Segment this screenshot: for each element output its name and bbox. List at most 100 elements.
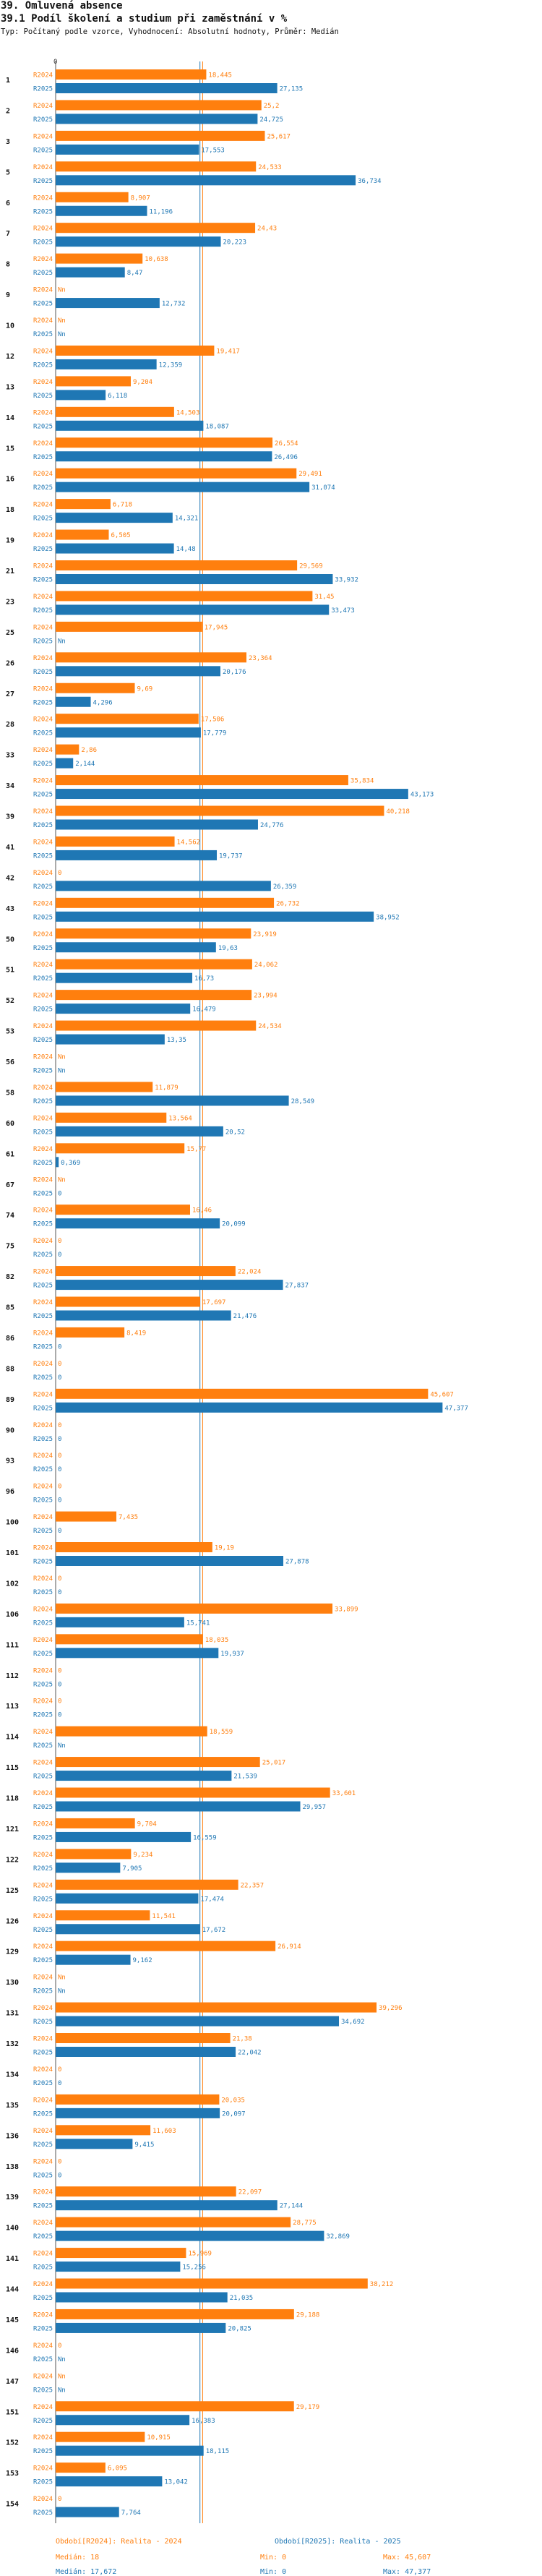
bar-r2024 (56, 714, 199, 724)
category-label: 74 (6, 1212, 14, 1220)
value-label-r2024: 21,38 (233, 2036, 252, 2043)
category-label: 90 (6, 1426, 14, 1434)
series-label-r2024: R2024 (33, 594, 53, 601)
value-label-r2025: 0 (58, 1251, 61, 1259)
series-label-r2024: R2024 (33, 778, 53, 785)
value-label-r2025: 20,52 (225, 1129, 245, 1136)
value-label-r2025: 19,737 (219, 852, 243, 860)
bar-r2025 (56, 727, 201, 738)
series-label-r2024: R2024 (33, 379, 53, 386)
bar-r2024 (56, 2431, 145, 2442)
series-label-r2025: R2025 (33, 239, 53, 247)
series-label-r2025: R2025 (33, 2172, 53, 2179)
value-label-r2024: 0 (58, 2342, 61, 2350)
category-label: 112 (6, 1672, 19, 1680)
series-label-r2024: R2024 (33, 716, 53, 724)
bar-r2025 (56, 1095, 289, 1106)
category-label: 151 (6, 2408, 19, 2416)
value-label-r2025: 28,549 (291, 1098, 315, 1105)
value-label-r2025: 0 (58, 1374, 61, 1382)
bar-r2024 (56, 2462, 106, 2473)
value-label-r2025: 31,074 (311, 484, 335, 492)
category-label: 53 (6, 1028, 14, 1036)
category-label: 60 (6, 1120, 14, 1128)
bar-r2025 (56, 2230, 324, 2241)
bar-r2024 (56, 591, 313, 602)
value-label-r2024: Nn (58, 2373, 66, 2380)
series-label-r2025: R2025 (33, 1006, 53, 1014)
series-label-r2025: R2025 (33, 2141, 53, 2149)
series-label-r2025: R2025 (33, 1681, 53, 1688)
series-label-r2025: R2025 (33, 975, 53, 983)
value-label-r2024: 25,2 (264, 103, 280, 110)
category-label: 106 (6, 1611, 19, 1619)
value-label-r2024: 11,541 (152, 1913, 176, 1920)
series-label-r2025: R2025 (33, 577, 53, 584)
series-label-r2024: R2024 (33, 532, 53, 539)
series-label-r2025: R2025 (33, 2418, 53, 2425)
value-label-r2024: 11,603 (152, 2128, 176, 2135)
series-label-r2025: R2025 (33, 1589, 53, 1596)
category-label: 21 (6, 568, 14, 575)
series-label-r2024: R2024 (33, 962, 53, 969)
category-label: 3 (6, 138, 10, 146)
bar-r2024 (56, 376, 132, 387)
bar-r2024 (56, 1266, 236, 1277)
value-label-r2025: Nn (58, 1988, 66, 1995)
value-label-r2025: 29,957 (303, 1804, 327, 1811)
series-label-r2024: R2024 (33, 1852, 53, 1859)
series-label-r2024: R2024 (33, 1330, 53, 1337)
category-label: 100 (6, 1519, 19, 1527)
bar-r2025 (56, 175, 356, 186)
value-label-r2024: 9,234 (133, 1852, 152, 1859)
series-label-r2025: R2025 (33, 1313, 53, 1320)
value-label-r2024: 9,704 (137, 1820, 157, 1828)
value-label-r2025: 26,496 (274, 454, 298, 461)
series-label-r2024: R2024 (33, 2434, 53, 2442)
series-label-r2024: R2024 (33, 409, 53, 416)
series-label-r2025: R2025 (33, 1896, 53, 1903)
value-label-r2025: Nn (58, 331, 66, 338)
value-label-r2025: 4,296 (93, 699, 113, 706)
bar-r2025 (56, 267, 125, 278)
bar-r2025 (56, 83, 278, 93)
value-label-r2025: 7,764 (121, 2509, 141, 2517)
series-label-r2025: R2025 (33, 1528, 53, 1535)
series-label-r2024: R2024 (33, 2036, 53, 2043)
category-label: 131 (6, 2010, 19, 2018)
category-label: 140 (6, 2225, 19, 2233)
series-label-r2025: R2025 (33, 546, 53, 553)
bar-r2024 (56, 130, 265, 141)
category-label: 130 (6, 1979, 19, 1987)
bar-r2024 (56, 100, 262, 111)
series-label-r2025: R2025 (33, 914, 53, 921)
series-label-r2025: R2025 (33, 1497, 53, 1505)
value-label-r2024: 18,035 (205, 1637, 229, 1644)
category-label: 154 (6, 2501, 19, 2509)
stat-r2024-min: Min: 0 (260, 2554, 287, 2562)
series-label-r2024: R2024 (33, 1820, 53, 1828)
value-label-r2024: 31,45 (314, 594, 334, 601)
bar-r2025 (56, 390, 106, 401)
bar-r2025 (56, 1862, 121, 1873)
category-label: 146 (6, 2347, 19, 2355)
bar-r2024 (56, 805, 384, 816)
value-label-r2025: 34,692 (341, 2019, 365, 2026)
series-label-r2025: R2025 (33, 2448, 53, 2455)
value-label-r2024: 0 (58, 1452, 61, 1460)
chart-info: Typ: Počítaný podle vzorce, Vyhodnocení:… (1, 27, 339, 36)
value-label-r2024: 10,915 (147, 2434, 171, 2442)
value-label-r2025: 12,732 (162, 301, 186, 308)
value-label-r2025: 33,932 (335, 577, 358, 584)
axis-tick-label: 0 (53, 59, 57, 66)
bar-r2024 (56, 1603, 333, 1614)
category-label: 145 (6, 2316, 19, 2324)
series-label-r2025: R2025 (33, 1405, 53, 1412)
value-label-r2025: 16,73 (194, 975, 214, 983)
chart-subtitle: 39.1 Podíl školení a studium při zaměstn… (1, 13, 288, 25)
value-label-r2025: 47,377 (444, 1405, 468, 1412)
value-label-r2025: 14,321 (175, 515, 199, 523)
series-label-r2024: R2024 (33, 2281, 53, 2288)
value-label-r2024: Nn (58, 1176, 66, 1184)
series-label-r2024: R2024 (33, 747, 53, 754)
